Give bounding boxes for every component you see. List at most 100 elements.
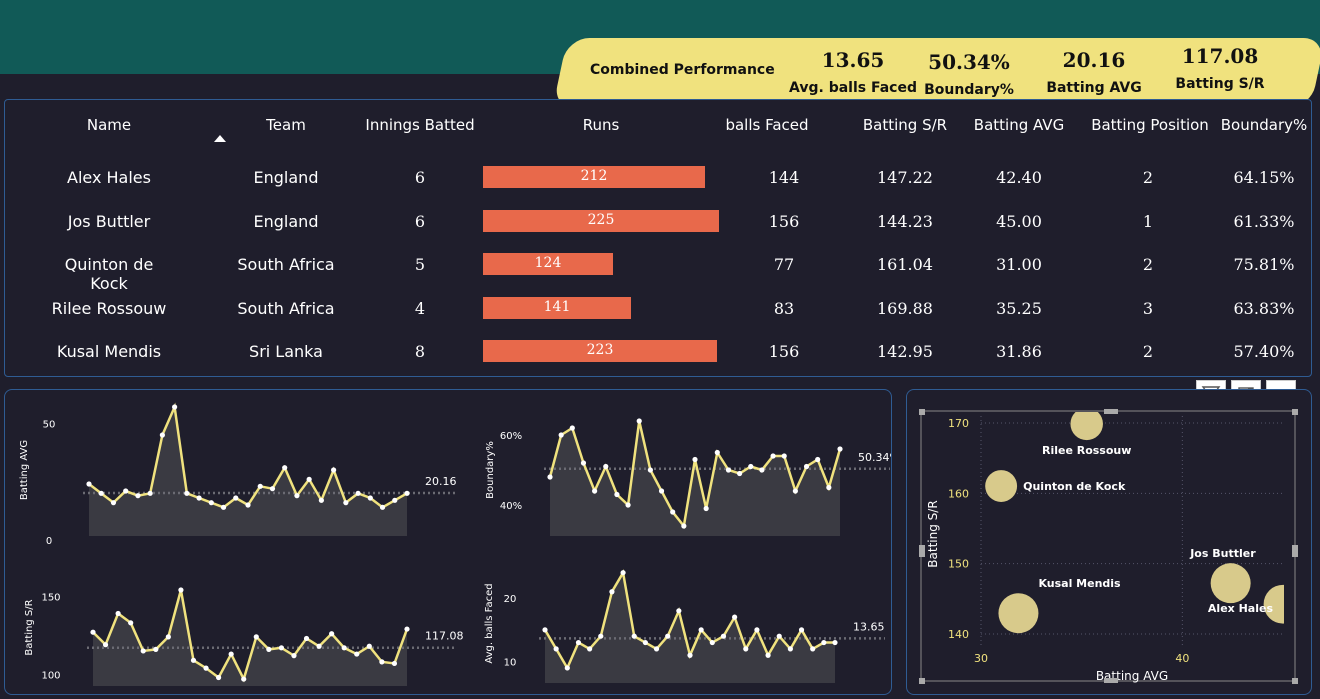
runs-bar-label: 141 <box>543 299 571 315</box>
table-row[interactable]: Alex Hales England 6 144 147.22 42.40 2 64.15% 2… <box>5 158 1311 198</box>
data-point <box>291 653 297 659</box>
cell-batting-sr: 147.22 <box>877 168 933 187</box>
resize-handle <box>1292 678 1298 684</box>
data-point <box>203 665 209 671</box>
data-point <box>636 418 642 424</box>
cell-batting-sr: 142.95 <box>877 342 933 361</box>
cell-team: England <box>253 168 319 187</box>
data-point <box>172 404 178 410</box>
column-header-boundary[interactable]: Boundary% <box>1220 116 1308 134</box>
y-tick-label: 40% <box>500 501 522 512</box>
column-header-batting-position[interactable]: Batting Position <box>1091 116 1209 134</box>
bubble-label: Alex Hales <box>1208 602 1274 615</box>
cell-batting-avg: 45.00 <box>996 212 1042 231</box>
column-header-runs[interactable]: Runs <box>582 116 620 134</box>
cell-innings: 8 <box>414 342 426 361</box>
column-header-batting-avg[interactable]: Batting AVG <box>973 116 1065 134</box>
cell-name: Quinton de Kock <box>64 255 154 293</box>
data-point <box>196 495 202 501</box>
data-point <box>404 626 410 632</box>
data-point <box>379 504 386 510</box>
resize-handle <box>1104 678 1118 683</box>
cell-batting-position: 2 <box>1142 255 1154 274</box>
y-tick-label: 0 <box>46 536 52 547</box>
cell-batting-avg: 42.40 <box>996 168 1042 187</box>
cell-batting-position: 1 <box>1142 212 1154 231</box>
reference-value-label: 13.65 <box>853 620 885 633</box>
data-point <box>331 467 337 473</box>
data-point <box>620 570 626 576</box>
resize-handle <box>1292 409 1298 415</box>
cell-balls-faced: 144 <box>768 168 800 187</box>
bubble-label: Kusal Mendis <box>1038 577 1121 590</box>
data-point <box>720 633 727 639</box>
data-point <box>798 627 805 633</box>
cell-name: Jos Buttler <box>67 212 151 231</box>
column-header-team[interactable]: Team <box>266 116 306 134</box>
data-point <box>228 651 234 657</box>
data-point <box>687 652 693 658</box>
cell-balls-faced: 156 <box>768 342 800 361</box>
data-point <box>792 488 798 494</box>
reference-value-label: 20.16 <box>425 475 457 488</box>
column-header-name[interactable]: Name <box>86 116 132 134</box>
kpi-value-balls-faced: 13.65 <box>821 48 885 72</box>
y-axis-label: Avg. balls Faced <box>484 583 495 663</box>
data-point <box>220 504 227 510</box>
data-point <box>692 456 698 463</box>
data-point <box>303 635 310 642</box>
table-row[interactable]: Rilee Rossouw South Africa 4 83 169.88 35.25 3… <box>5 289 1311 329</box>
cell-team: England <box>253 212 319 231</box>
player-stats-table[interactable]: Name Team Innings Batted Runs balls Face… <box>4 99 1312 377</box>
data-point <box>233 495 239 501</box>
column-header-innings[interactable]: Innings Batted <box>365 116 475 134</box>
data-point <box>316 643 322 649</box>
data-point <box>603 463 609 470</box>
sort-ascending-icon[interactable] <box>214 135 226 142</box>
data-point <box>714 449 720 456</box>
y-tick-label: 50 <box>43 419 56 430</box>
cell-boundary: 61.33% <box>1233 212 1295 231</box>
x-tick-label: 30 <box>974 652 988 665</box>
cell-innings: 4 <box>414 299 426 318</box>
y-tick-label: 160 <box>948 487 969 500</box>
table-row[interactable]: Kusal Mendis Sri Lanka 8 156 142.95 31.86 2 57.… <box>5 332 1311 372</box>
data-point <box>86 481 92 487</box>
data-point <box>821 639 827 646</box>
data-point <box>135 493 141 499</box>
column-header-batting-sr[interactable]: Batting S/R <box>862 116 948 134</box>
data-point <box>765 652 771 658</box>
column-header-balls-faced[interactable]: balls Faced <box>725 116 809 134</box>
table-row[interactable]: Jos Buttler England 6 156 144.23 45.00 1 61.33%… <box>5 202 1311 242</box>
cell-balls-faced: 77 <box>773 255 795 274</box>
scatter-chart-svg: 140 150 160 170 30 40 Rilee Rossouw Quinton de … <box>919 409 1298 684</box>
runs-bar <box>483 253 613 275</box>
data-point <box>647 467 653 473</box>
y-tick-label: 150 <box>41 592 60 603</box>
data-point <box>587 646 593 652</box>
cell-batting-avg: 35.25 <box>996 299 1042 318</box>
data-point <box>318 497 324 503</box>
cell-name: Rilee Rossouw <box>51 299 167 318</box>
bubble-label: Jos Buttler <box>1189 547 1256 560</box>
cell-boundary: 64.15% <box>1233 168 1295 187</box>
runs-bar-label: 212 <box>580 168 608 184</box>
data-point <box>110 500 117 506</box>
bubble <box>998 593 1039 634</box>
data-point <box>609 589 615 595</box>
cell-team: South Africa <box>237 255 335 274</box>
cell-batting-position: 3 <box>1142 299 1154 318</box>
kpi-label-batting-sr: Batting S/R <box>1175 76 1265 92</box>
y-tick-label: 140 <box>948 628 969 641</box>
cell-innings: 6 <box>414 168 426 187</box>
data-point <box>547 474 553 480</box>
data-point <box>681 523 687 529</box>
cell-batting-avg: 31.86 <box>996 342 1042 361</box>
kpi-label-batting-avg: Batting AVG <box>1046 80 1142 96</box>
resize-handle <box>1292 545 1298 557</box>
table-row[interactable]: Quinton de Kock South Africa 5 77 161.04 31.0… <box>5 245 1311 293</box>
data-point <box>754 627 760 633</box>
data-point <box>341 645 347 651</box>
data-point <box>642 639 648 646</box>
data-point <box>253 634 259 640</box>
